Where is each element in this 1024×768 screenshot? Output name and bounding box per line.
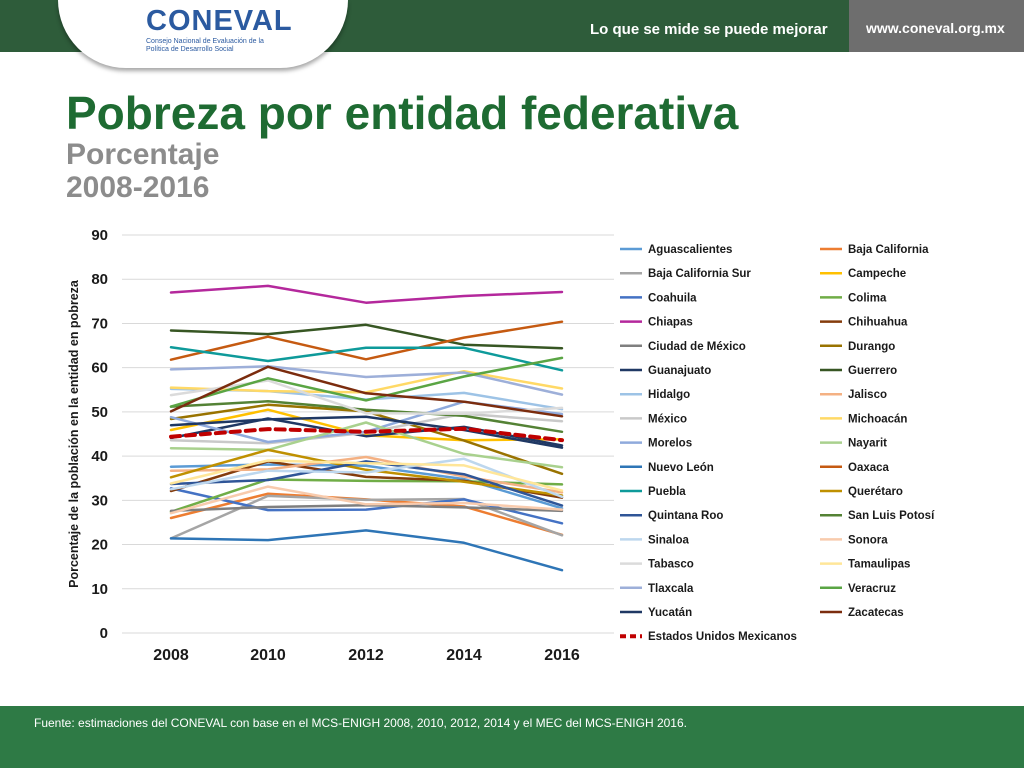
legend-label: Durango [848, 341, 895, 353]
legend-label: Jalisco [848, 389, 887, 401]
series-line-guerrero [169, 323, 564, 350]
legend-label: Tamaulipas [848, 559, 910, 571]
y-tick-label: 80 [91, 271, 108, 288]
legend-label: Estados Unidos Mexicanos [648, 631, 797, 643]
series-line-quintana-roo [169, 460, 564, 507]
legend-label: Quintana Roo [648, 510, 723, 522]
legend-label: Yucatán [648, 607, 692, 619]
legend-label: Nayarit [848, 438, 887, 450]
series-line-colima [169, 478, 564, 514]
legend-label: Guanajuato [648, 365, 711, 377]
legend-label: Michoacán [848, 413, 907, 425]
legend-label: Chihuahua [848, 317, 908, 329]
series-line-sinaloa [169, 457, 564, 499]
series-line-tlaxcala [169, 365, 564, 396]
legend-label: Campeche [848, 268, 906, 280]
legend-label: México [648, 413, 687, 425]
legend-label: Sonora [848, 534, 888, 546]
y-tick-label: 10 [91, 581, 108, 598]
x-tick-label: 2012 [348, 647, 384, 664]
x-tick-label: 2014 [446, 647, 482, 664]
legend-label: Oaxaca [848, 462, 890, 474]
series-line-nuevo-leon [169, 529, 564, 572]
y-tick-label: 50 [91, 404, 108, 421]
legend-label: Puebla [648, 486, 686, 498]
logo: CONEVAL [146, 5, 293, 37]
series-line-guanajuato [169, 417, 564, 447]
logo-tab [58, 0, 348, 68]
legend-label: Tlaxcala [648, 583, 694, 595]
legend-label: Tabasco [648, 559, 694, 571]
series-line-yucatan [169, 415, 564, 449]
legend-label: Coahuila [648, 292, 697, 304]
y-tick-label: 60 [91, 360, 108, 377]
legend-label: Hidalgo [648, 389, 690, 401]
series-line-durango [169, 403, 564, 476]
page-title: Pobreza por entidad federativa [66, 87, 739, 139]
slogan: Lo que se mide se puede mejorar [590, 21, 828, 38]
series-line-puebla [169, 346, 564, 372]
legend-label: Guerrero [848, 365, 897, 377]
url-box [849, 0, 1024, 52]
series-line-tamaulipas [169, 459, 564, 492]
y-tick-label: 70 [91, 315, 108, 332]
x-tick-label: 2016 [544, 647, 580, 664]
series-line-tabasco [169, 379, 564, 415]
footer-bar [0, 706, 1024, 768]
legend-label: Chiapas [648, 317, 693, 329]
legend-label: Querétaro [848, 486, 903, 498]
series-line-oaxaca [169, 320, 564, 361]
subtitle-unit: Porcentaje [66, 138, 220, 171]
y-tick-label: 40 [91, 448, 108, 465]
series-line-veracruz [169, 356, 564, 408]
legend-label: Baja California [848, 244, 929, 256]
legend-label: Morelos [648, 438, 692, 450]
legend-label: Veracruz [848, 583, 896, 595]
x-tick-label: 2010 [250, 647, 286, 664]
series-line-baja-california-sur [169, 494, 564, 540]
legend-label: Ciudad de México [648, 341, 746, 353]
series-line-san-luis-potosi [169, 400, 564, 434]
source-note: Fuente: estimaciones del CONEVAL con bas… [34, 716, 687, 730]
series-line-nayarit [169, 421, 564, 469]
y-tick-label: 90 [91, 227, 108, 244]
y-tick-label: 0 [100, 625, 108, 642]
series-line-jalisco [169, 455, 564, 494]
x-tick-label: 2008 [153, 647, 189, 664]
page-subtitle: Porcentaje 2008-2016 [66, 138, 219, 204]
logo-subtext: Consejo Nacional de Evaluación de la Pol… [146, 38, 264, 53]
series-line-queretaro [169, 448, 564, 497]
series-line-zacatecas [169, 365, 564, 418]
y-tick-label: 30 [91, 492, 108, 509]
y-axis-label: Porcentaje de la población en la entidad… [67, 279, 81, 588]
series-line-sonora [169, 485, 564, 515]
poverty-line-chart: 0 10 20 30 40 50 60 70 80 90 2008 2010 2012 2014 2016 P… [67, 227, 935, 664]
legend-label: Zacatecas [848, 607, 904, 619]
legend-label: San Luis Potosí [848, 510, 935, 522]
subtitle-period: 2008-2016 [66, 171, 210, 204]
legend-label: Sinaloa [648, 534, 690, 546]
y-tick-label: 20 [91, 537, 108, 554]
legend-label: Nuevo León [648, 462, 714, 474]
legend-label: Aguascalientes [648, 244, 732, 256]
legend-label: Colima [848, 292, 887, 304]
series-line-aguascalientes [169, 463, 564, 510]
series-line-estados-unidos-mexicanos [169, 426, 564, 443]
series-line-chiapas [169, 284, 564, 304]
legend-label: Baja California Sur [648, 268, 751, 280]
site-url[interactable]: www.coneval.org.mx [866, 20, 1005, 36]
